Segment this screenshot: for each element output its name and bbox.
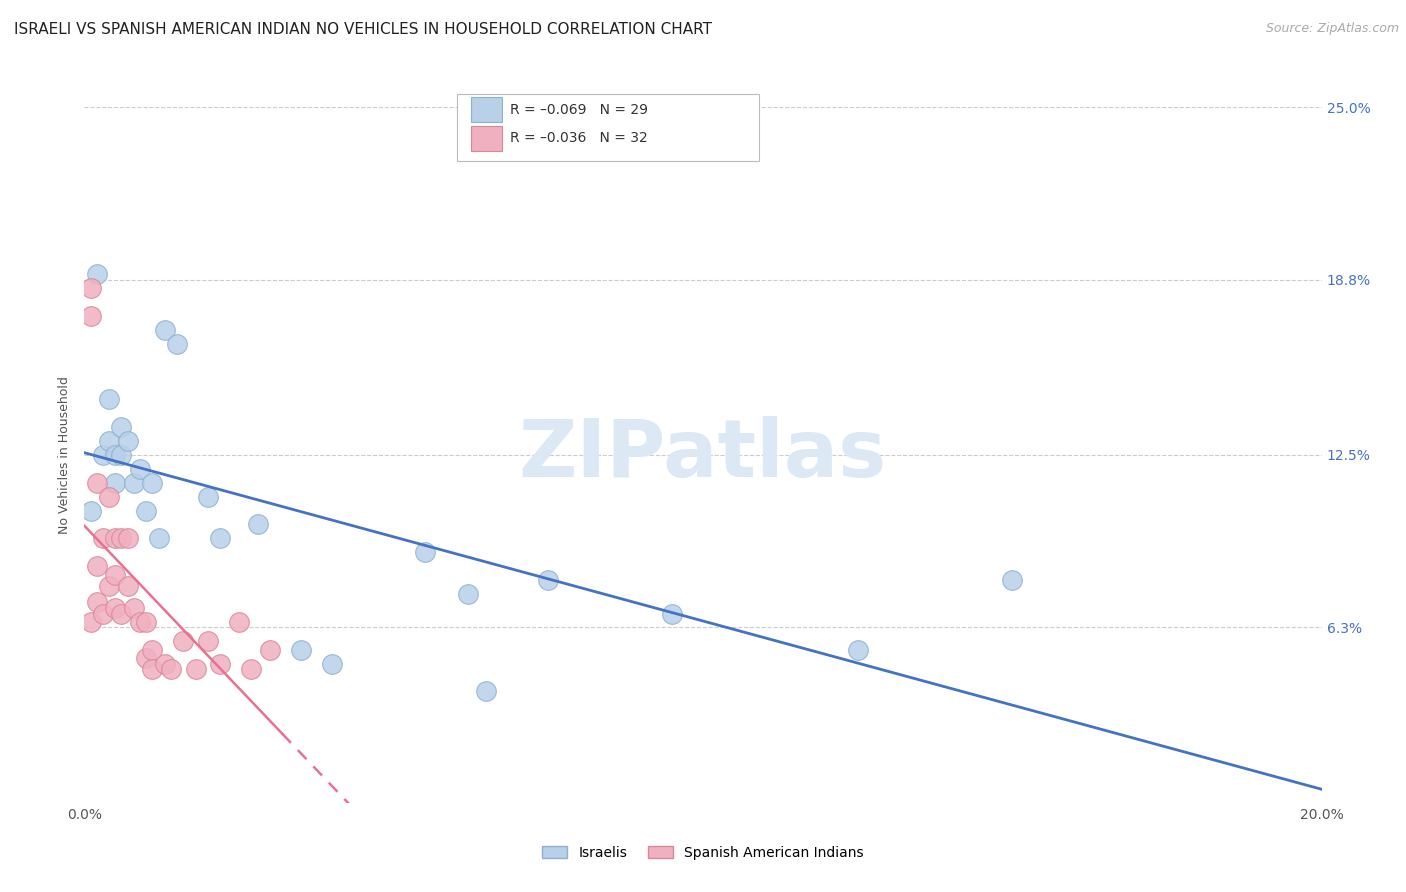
Point [537,573,560,587]
Point [141,642,163,657]
Text: Source: ZipAtlas.com: Source: ZipAtlas.com [1265,22,1399,36]
Point [110,448,132,462]
Point [79,281,101,295]
Point [104,601,127,615]
Point [79,503,101,517]
Point [209,657,232,671]
Point [197,490,219,504]
Point [148,532,170,546]
Point [246,517,269,532]
Point [91,448,114,462]
Point [117,434,139,448]
Point [86,267,108,281]
Point [129,615,152,629]
Point [98,490,121,504]
Point [166,336,188,351]
Point [122,601,145,615]
Point [117,532,139,546]
Point [104,475,127,490]
Point [1001,573,1024,587]
Point [290,642,312,657]
Point [153,323,176,337]
Point [209,532,232,546]
Point [91,607,114,621]
Point [457,587,479,601]
Point [197,634,219,648]
Point [160,662,183,676]
Point [135,503,157,517]
Point [661,607,683,621]
Point [153,657,176,671]
Point [79,615,101,629]
Y-axis label: No Vehicles in Household: No Vehicles in Household [58,376,72,533]
Point [172,634,194,648]
Point [135,615,157,629]
Legend: Israelis, Spanish American Indians: Israelis, Spanish American Indians [537,840,869,865]
Point [110,420,132,434]
Text: R = –0.036   N = 32: R = –0.036 N = 32 [510,131,648,145]
Point [259,642,281,657]
Point [98,579,121,593]
Point [86,475,108,490]
Point [846,642,869,657]
Text: ZIPatlas: ZIPatlas [519,416,887,494]
Text: R = –0.069   N = 29: R = –0.069 N = 29 [510,103,648,117]
Point [141,662,163,676]
Point [110,607,132,621]
Point [475,684,498,698]
Point [117,579,139,593]
Point [413,545,436,559]
Point [98,392,121,407]
Point [141,475,163,490]
Point [184,662,207,676]
Point [110,532,132,546]
Point [240,662,263,676]
Point [228,615,250,629]
Point [129,462,152,476]
Point [104,567,127,582]
Point [79,309,101,323]
Point [104,532,127,546]
Point [98,434,121,448]
Point [86,595,108,609]
Point [321,657,343,671]
Text: ISRAELI VS SPANISH AMERICAN INDIAN NO VEHICLES IN HOUSEHOLD CORRELATION CHART: ISRAELI VS SPANISH AMERICAN INDIAN NO VE… [14,22,711,37]
Point [122,475,145,490]
Point [91,532,114,546]
Point [86,559,108,574]
Point [104,448,127,462]
Point [135,651,157,665]
